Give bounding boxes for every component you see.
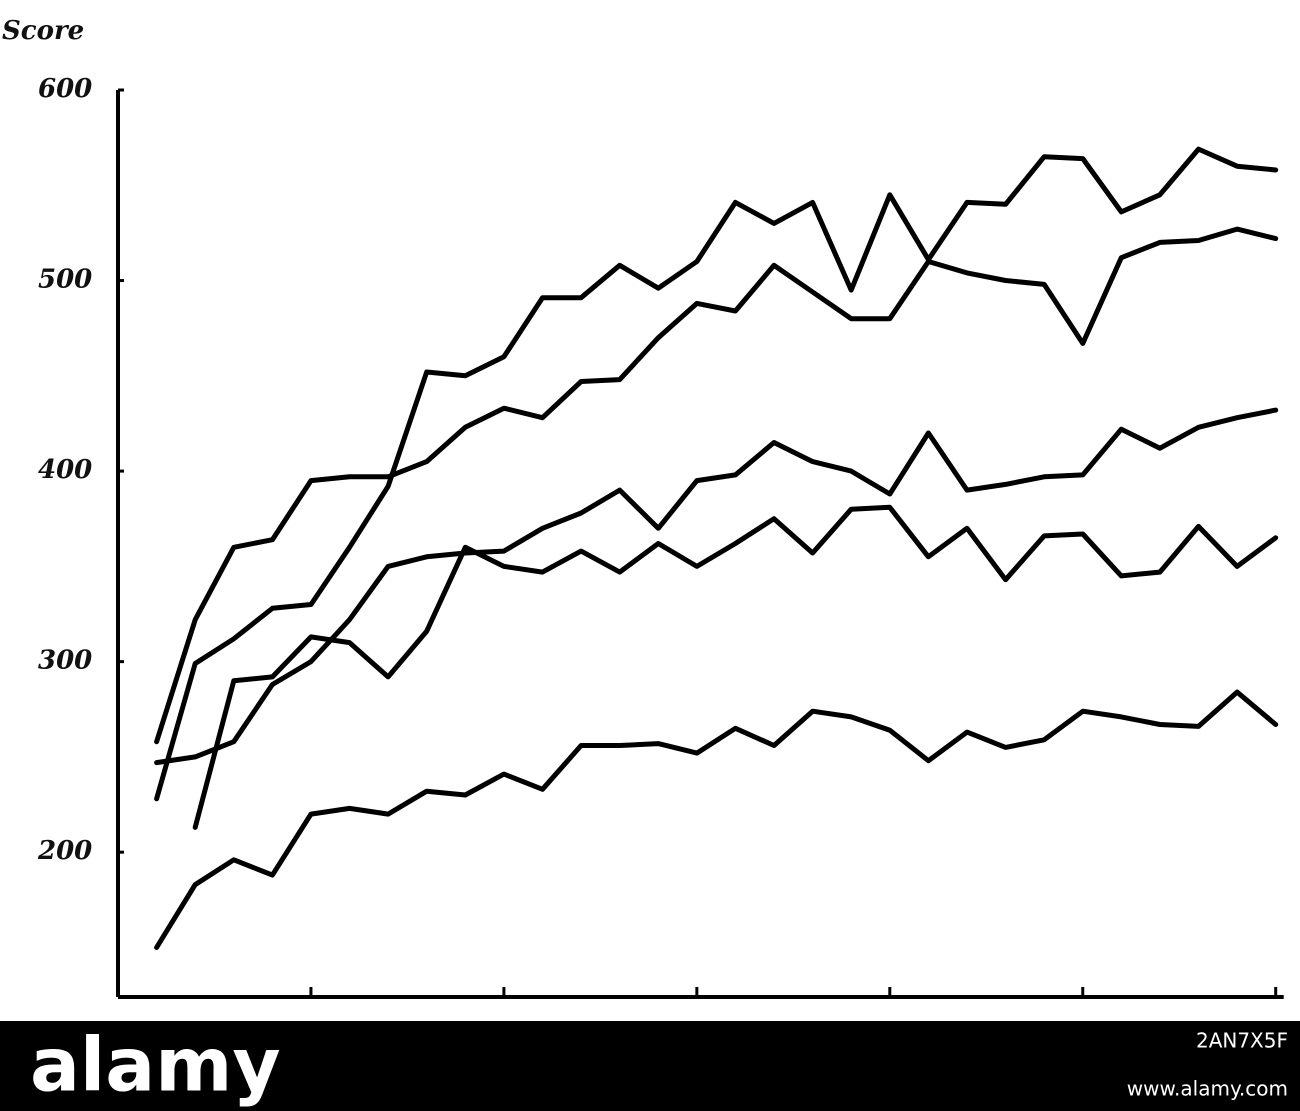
y-axis-label: Score — [2, 16, 84, 46]
y-tick-label: 400 — [38, 455, 92, 485]
watermark-brand: alamy — [30, 1023, 281, 1109]
y-tick-label: 300 — [38, 646, 92, 676]
plot-area: 200 300 400 500 600 — [37, 74, 1284, 999]
series-line — [154, 146, 1279, 802]
watermark-url: www.alamy.com — [1127, 1077, 1288, 1101]
series-line — [154, 689, 1279, 950]
y-tick-label: 200 — [37, 836, 92, 866]
y-tick-label: 500 — [38, 265, 92, 295]
series-line — [192, 504, 1279, 830]
watermark-id: 2AN7X5F — [1196, 1029, 1288, 1053]
series-line — [154, 226, 1279, 745]
y-tick-label: 600 — [38, 74, 92, 104]
watermark-band — [0, 1021, 1300, 1111]
series-line — [154, 407, 1279, 766]
